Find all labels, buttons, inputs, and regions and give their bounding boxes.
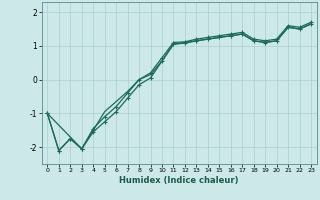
X-axis label: Humidex (Indice chaleur): Humidex (Indice chaleur) [119, 176, 239, 185]
